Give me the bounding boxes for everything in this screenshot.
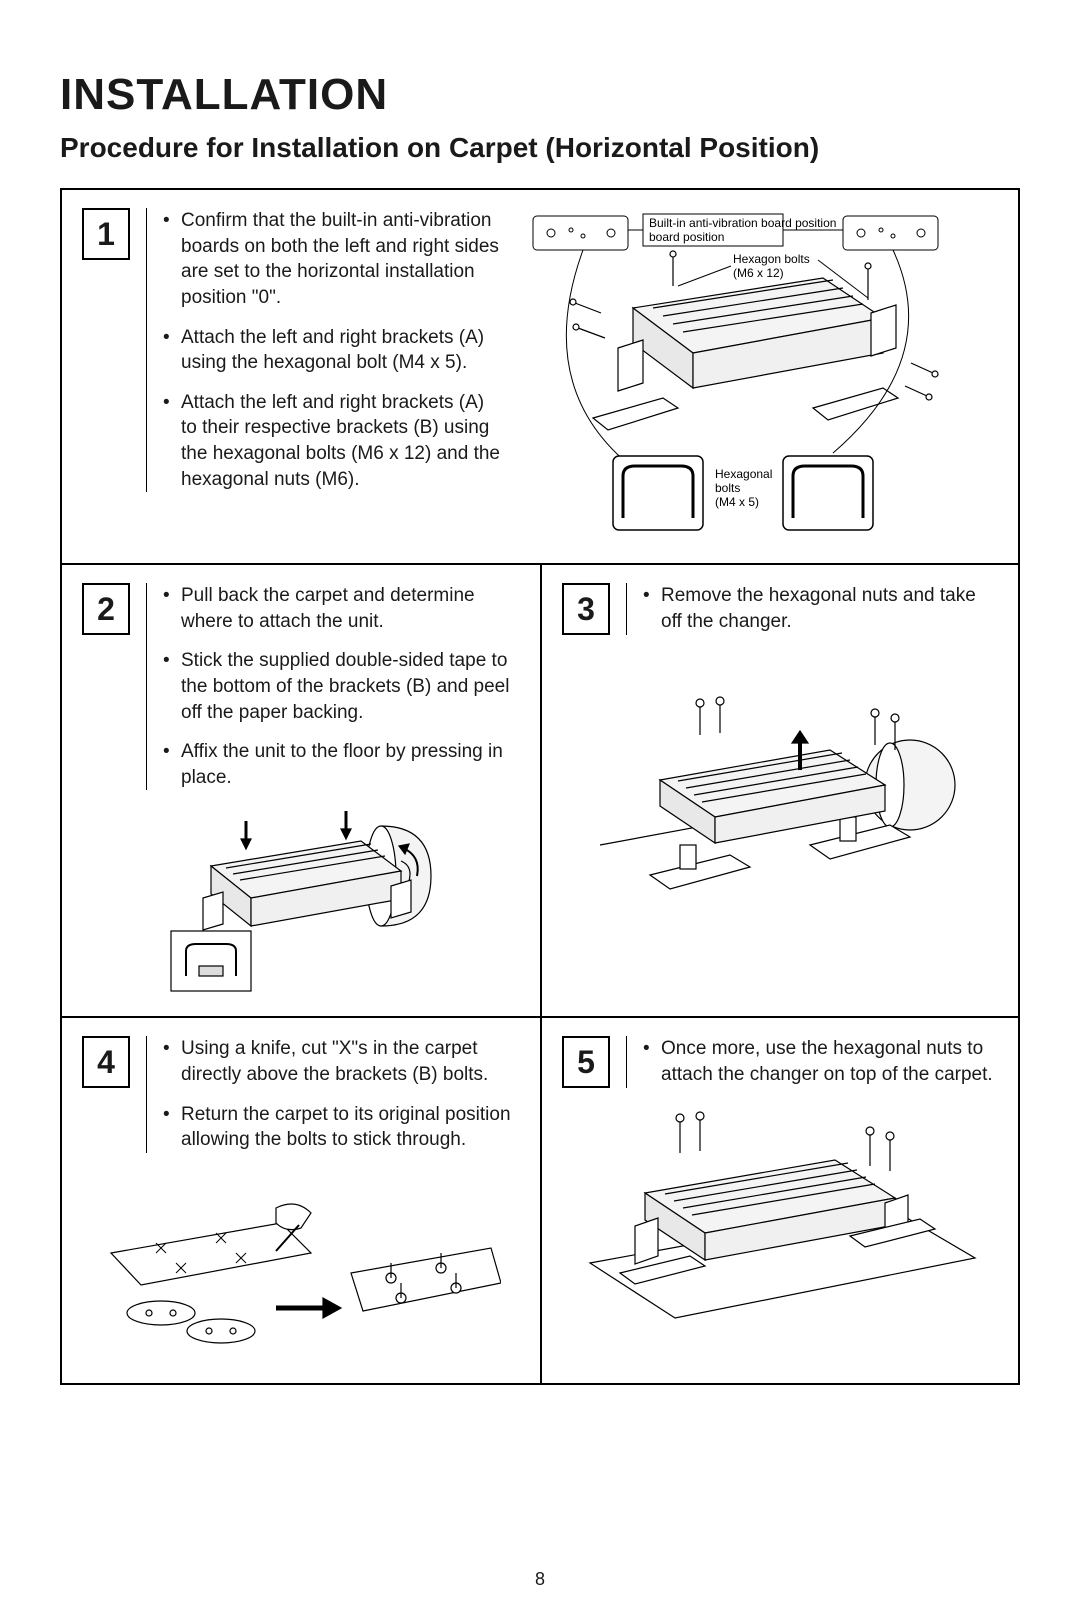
steps-frame: 1 Confirm that the built-in anti-vibrati… [60,188,1020,1385]
list-item: Affix the unit to the floor by pressing … [163,739,520,790]
svg-text:(M6 x 12): (M6 x 12) [733,266,784,280]
step-2-cell: 2 Pull back the carpet and determine whe… [62,565,540,1016]
step-2-bullets: Pull back the carpet and determine where… [163,583,520,790]
step-3-cell: 3 Remove the hexagonal nuts and take off… [540,565,1018,1016]
step-5-diagram [562,1108,998,1328]
list-item: Attach the left and right brackets (A) u… [163,325,503,376]
callout-hexm4: Hexagonal [715,467,772,481]
step-1-diagram: Built-in anti-vibration board position b… [523,208,998,543]
page-subtitle: Procedure for Installation on Carpet (Ho… [60,132,1020,164]
step-3-diagram [562,695,998,925]
callout-hexbolts: Hexagon bolts [733,252,810,266]
step-5-bullets: Once more, use the hexagonal nuts to att… [643,1036,998,1087]
list-item: Pull back the carpet and determine where… [163,583,520,634]
list-item: Using a knife, cut "X"s in the carpet di… [163,1036,520,1087]
callout-antivib: Built-in anti-vibration board position [649,216,836,230]
list-item: Remove the hexagonal nuts and take off t… [643,583,998,634]
step-5-cell: 5 Once more, use the hexagonal nuts to a… [540,1018,1018,1383]
svg-text:bolts: bolts [715,481,740,495]
list-item: Once more, use the hexagonal nuts to att… [643,1036,998,1087]
svg-text:(M4 x 5): (M4 x 5) [715,495,759,509]
page-title: INSTALLATION [60,70,1020,120]
step-3-bullets: Remove the hexagonal nuts and take off t… [643,583,998,634]
step-3-number: 3 [562,583,610,635]
step-2-diagram [82,806,520,996]
list-item: Attach the left and right brackets (A) t… [163,390,503,493]
step-4-bullets: Using a knife, cut "X"s in the carpet di… [163,1036,520,1153]
list-item: Confirm that the built-in anti-vibration… [163,208,503,311]
step-2-number: 2 [82,583,130,635]
step-4-number: 4 [82,1036,130,1088]
step-1-number: 1 [82,208,130,260]
step-1-cell: 1 Confirm that the built-in anti-vibrati… [62,190,1018,563]
step-4-cell: 4 Using a knife, cut "X"s in the carpet … [62,1018,540,1383]
step-4-diagram [82,1183,520,1363]
list-item: Stick the supplied double-sided tape to … [163,648,520,725]
list-item: Return the carpet to its original positi… [163,1102,520,1153]
page-number: 8 [0,1569,1080,1590]
step-1-bullets: Confirm that the built-in anti-vibration… [163,208,503,492]
step-5-number: 5 [562,1036,610,1088]
svg-text:board position: board position [649,230,724,244]
